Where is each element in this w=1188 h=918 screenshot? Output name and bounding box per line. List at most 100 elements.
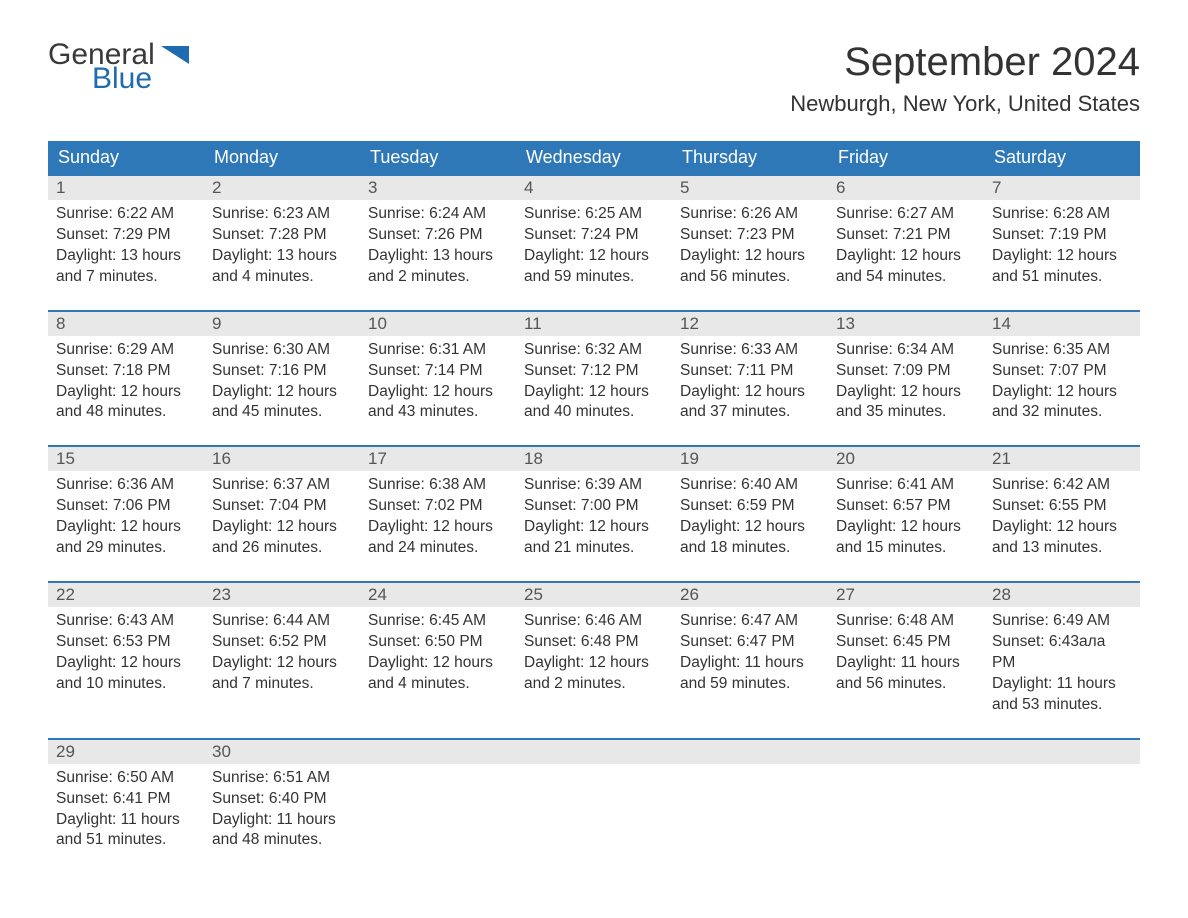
sunrise-text: Sunrise: 6:48 AM xyxy=(836,611,976,632)
title-block: September 2024 Newburgh, New York, Unite… xyxy=(790,40,1140,133)
weekday-header: Sunday xyxy=(48,141,204,175)
weekday-header: Tuesday xyxy=(360,141,516,175)
daylight-text: Daylight: 11 hours and 48 minutes. xyxy=(212,810,352,852)
sunrise-text: Sunrise: 6:44 AM xyxy=(212,611,352,632)
day-number: 7 xyxy=(984,176,1140,200)
calendar-day-cell: 3Sunrise: 6:24 AMSunset: 7:26 PMDaylight… xyxy=(360,175,516,311)
calendar-day-cell: 11Sunrise: 6:32 AMSunset: 7:12 PMDayligh… xyxy=(516,311,672,447)
calendar-table: Sunday Monday Tuesday Wednesday Thursday… xyxy=(48,141,1140,873)
sunset-text: Sunset: 7:09 PM xyxy=(836,361,976,382)
day-number-empty xyxy=(984,740,1140,764)
sunset-text: Sunset: 7:00 PM xyxy=(524,496,664,517)
day-number: 20 xyxy=(828,447,984,471)
daylight-text: Daylight: 12 hours and 32 minutes. xyxy=(992,382,1132,424)
logo-text-blue: Blue xyxy=(92,64,189,94)
day-body: Sunrise: 6:28 AMSunset: 7:19 PMDaylight:… xyxy=(984,200,1140,310)
daylight-text: Daylight: 11 hours and 59 minutes. xyxy=(680,653,820,695)
day-number: 17 xyxy=(360,447,516,471)
sunset-text: Sunset: 6:55 PM xyxy=(992,496,1132,517)
day-body: Sunrise: 6:23 AMSunset: 7:28 PMDaylight:… xyxy=(204,200,360,310)
daylight-text: Daylight: 13 hours and 4 minutes. xyxy=(212,246,352,288)
calendar-day-cell: 18Sunrise: 6:39 AMSunset: 7:00 PMDayligh… xyxy=(516,446,672,582)
sunset-text: Sunset: 7:19 PM xyxy=(992,225,1132,246)
day-body: Sunrise: 6:49 AMSunset: 6:43ала PMDaylig… xyxy=(984,607,1140,738)
day-body: Sunrise: 6:30 AMSunset: 7:16 PMDaylight:… xyxy=(204,336,360,446)
sunrise-text: Sunrise: 6:25 AM xyxy=(524,204,664,225)
daylight-text: Daylight: 12 hours and 4 minutes. xyxy=(368,653,508,695)
daylight-text: Daylight: 12 hours and 10 minutes. xyxy=(56,653,196,695)
sunset-text: Sunset: 6:47 PM xyxy=(680,632,820,653)
daylight-text: Daylight: 12 hours and 35 minutes. xyxy=(836,382,976,424)
sunset-text: Sunset: 6:59 PM xyxy=(680,496,820,517)
calendar-day-cell: 27Sunrise: 6:48 AMSunset: 6:45 PMDayligh… xyxy=(828,582,984,739)
day-body: Sunrise: 6:50 AMSunset: 6:41 PMDaylight:… xyxy=(48,764,204,874)
calendar-day-cell xyxy=(672,739,828,874)
day-number: 12 xyxy=(672,312,828,336)
sunset-text: Sunset: 6:57 PM xyxy=(836,496,976,517)
day-number: 25 xyxy=(516,583,672,607)
daylight-text: Daylight: 12 hours and 29 minutes. xyxy=(56,517,196,559)
day-number: 10 xyxy=(360,312,516,336)
day-number: 4 xyxy=(516,176,672,200)
sunset-text: Sunset: 7:12 PM xyxy=(524,361,664,382)
daylight-text: Daylight: 11 hours and 53 minutes. xyxy=(992,674,1132,716)
sunrise-text: Sunrise: 6:45 AM xyxy=(368,611,508,632)
day-body: Sunrise: 6:25 AMSunset: 7:24 PMDaylight:… xyxy=(516,200,672,310)
logo: General Blue xyxy=(48,40,189,94)
day-number: 28 xyxy=(984,583,1140,607)
calendar-day-cell: 14Sunrise: 6:35 AMSunset: 7:07 PMDayligh… xyxy=(984,311,1140,447)
day-body: Sunrise: 6:33 AMSunset: 7:11 PMDaylight:… xyxy=(672,336,828,446)
sunset-text: Sunset: 6:40 PM xyxy=(212,789,352,810)
sunset-text: Sunset: 7:26 PM xyxy=(368,225,508,246)
sunset-text: Sunset: 7:11 PM xyxy=(680,361,820,382)
daylight-text: Daylight: 12 hours and 56 minutes. xyxy=(680,246,820,288)
sunrise-text: Sunrise: 6:39 AM xyxy=(524,475,664,496)
sunrise-text: Sunrise: 6:38 AM xyxy=(368,475,508,496)
daylight-text: Daylight: 12 hours and 45 minutes. xyxy=(212,382,352,424)
calendar-day-cell: 6Sunrise: 6:27 AMSunset: 7:21 PMDaylight… xyxy=(828,175,984,311)
sunrise-text: Sunrise: 6:28 AM xyxy=(992,204,1132,225)
calendar-week-row: 15Sunrise: 6:36 AMSunset: 7:06 PMDayligh… xyxy=(48,446,1140,582)
sunrise-text: Sunrise: 6:46 AM xyxy=(524,611,664,632)
calendar-day-cell: 12Sunrise: 6:33 AMSunset: 7:11 PMDayligh… xyxy=(672,311,828,447)
sunset-text: Sunset: 6:41 PM xyxy=(56,789,196,810)
day-body: Sunrise: 6:51 AMSunset: 6:40 PMDaylight:… xyxy=(204,764,360,874)
sunset-text: Sunset: 7:28 PM xyxy=(212,225,352,246)
weekday-header: Saturday xyxy=(984,141,1140,175)
daylight-text: Daylight: 12 hours and 24 minutes. xyxy=(368,517,508,559)
daylight-text: Daylight: 12 hours and 59 minutes. xyxy=(524,246,664,288)
day-number: 8 xyxy=(48,312,204,336)
daylight-text: Daylight: 12 hours and 15 minutes. xyxy=(836,517,976,559)
daylight-text: Daylight: 12 hours and 26 minutes. xyxy=(212,517,352,559)
sunset-text: Sunset: 6:48 PM xyxy=(524,632,664,653)
sunset-text: Sunset: 7:23 PM xyxy=(680,225,820,246)
calendar-day-cell: 21Sunrise: 6:42 AMSunset: 6:55 PMDayligh… xyxy=(984,446,1140,582)
day-body: Sunrise: 6:44 AMSunset: 6:52 PMDaylight:… xyxy=(204,607,360,717)
day-number: 24 xyxy=(360,583,516,607)
sunset-text: Sunset: 7:02 PM xyxy=(368,496,508,517)
day-number: 13 xyxy=(828,312,984,336)
month-title: September 2024 xyxy=(790,40,1140,85)
day-number: 29 xyxy=(48,740,204,764)
day-body: Sunrise: 6:46 AMSunset: 6:48 PMDaylight:… xyxy=(516,607,672,717)
day-number: 6 xyxy=(828,176,984,200)
calendar-day-cell: 22Sunrise: 6:43 AMSunset: 6:53 PMDayligh… xyxy=(48,582,204,739)
calendar-day-cell: 10Sunrise: 6:31 AMSunset: 7:14 PMDayligh… xyxy=(360,311,516,447)
sunrise-text: Sunrise: 6:43 AM xyxy=(56,611,196,632)
day-number-empty xyxy=(516,740,672,764)
daylight-text: Daylight: 12 hours and 54 minutes. xyxy=(836,246,976,288)
day-number: 21 xyxy=(984,447,1140,471)
day-body: Sunrise: 6:36 AMSunset: 7:06 PMDaylight:… xyxy=(48,471,204,581)
calendar-day-cell xyxy=(984,739,1140,874)
sunset-text: Sunset: 7:07 PM xyxy=(992,361,1132,382)
sunrise-text: Sunrise: 6:27 AM xyxy=(836,204,976,225)
calendar-week-row: 29Sunrise: 6:50 AMSunset: 6:41 PMDayligh… xyxy=(48,739,1140,874)
calendar-day-cell xyxy=(360,739,516,874)
calendar-day-cell: 15Sunrise: 6:36 AMSunset: 7:06 PMDayligh… xyxy=(48,446,204,582)
calendar-day-cell xyxy=(516,739,672,874)
day-body: Sunrise: 6:47 AMSunset: 6:47 PMDaylight:… xyxy=(672,607,828,717)
calendar-day-cell: 2Sunrise: 6:23 AMSunset: 7:28 PMDaylight… xyxy=(204,175,360,311)
day-number: 15 xyxy=(48,447,204,471)
sunrise-text: Sunrise: 6:30 AM xyxy=(212,340,352,361)
daylight-text: Daylight: 13 hours and 2 minutes. xyxy=(368,246,508,288)
